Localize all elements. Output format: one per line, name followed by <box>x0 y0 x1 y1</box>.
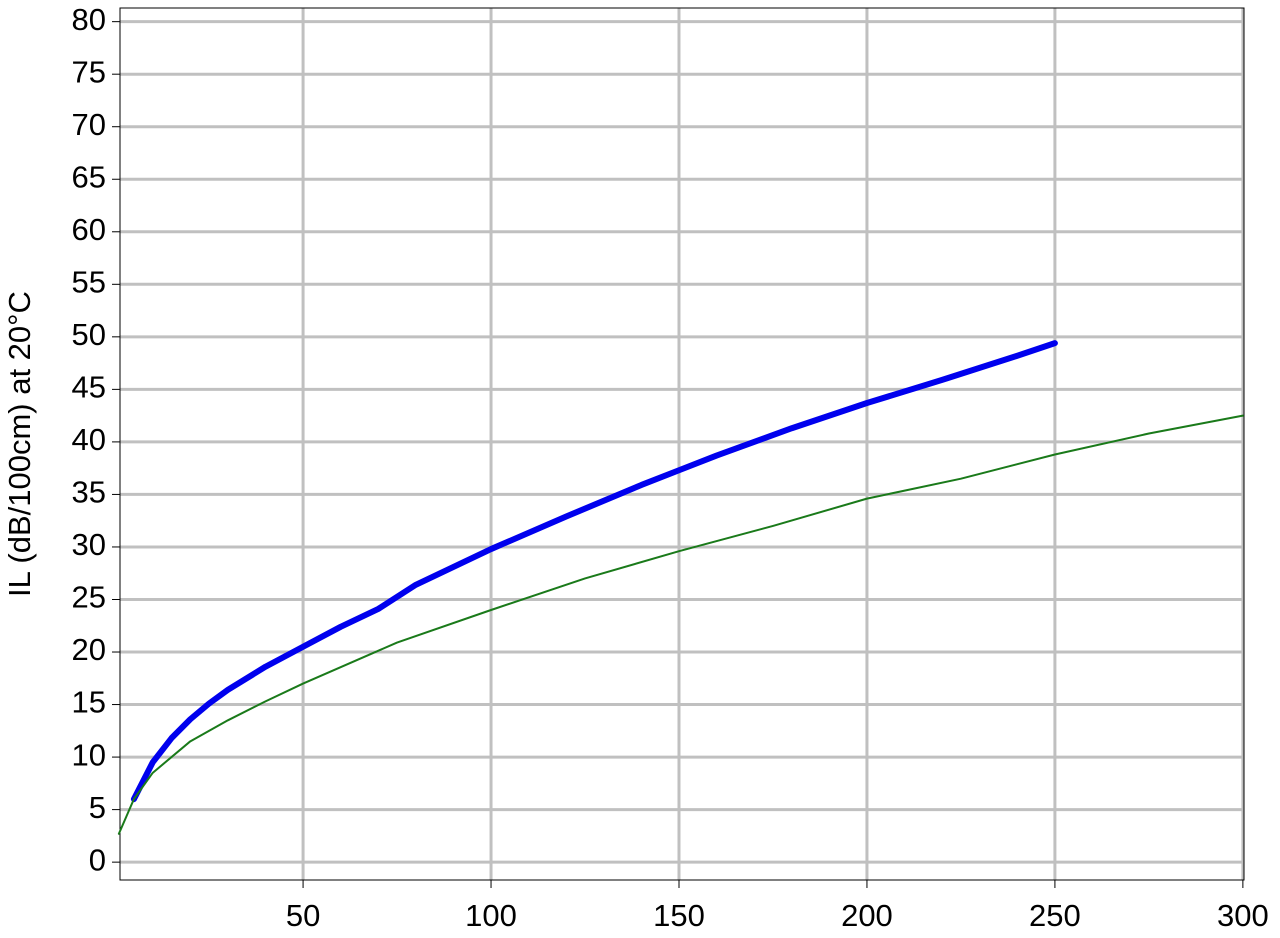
plot-frame <box>119 7 1245 881</box>
y-tick-label: 15 <box>72 685 106 720</box>
y-tick-label: 40 <box>72 422 106 457</box>
x-tick-label: 50 <box>286 898 320 933</box>
y-tick-label: 5 <box>89 790 106 825</box>
y-tick-label: 70 <box>72 107 106 142</box>
y-tick-label: 50 <box>72 317 106 352</box>
y-axis-label: IL (dB/100cm) at 20°C <box>2 291 37 597</box>
y-tick-label: 65 <box>72 159 106 194</box>
y-tick-label: 45 <box>72 370 106 405</box>
y-tick-label: 55 <box>72 264 106 299</box>
y-tick-label: 80 <box>72 2 106 37</box>
x-tick-label: 250 <box>1029 898 1081 933</box>
y-tick-label: 35 <box>72 475 106 510</box>
y-tick-label: 75 <box>72 54 106 89</box>
y-tick-label: 20 <box>72 632 106 667</box>
x-tick-label: 100 <box>465 898 517 933</box>
series-line <box>117 414 1244 835</box>
x-tick-label: 200 <box>841 898 893 933</box>
x-tick-label: 300 <box>1217 898 1269 933</box>
y-tick-label: 60 <box>72 212 106 247</box>
y-tick-label: 30 <box>72 527 106 562</box>
series-line <box>130 340 1058 803</box>
y-tick-label: 0 <box>89 842 106 877</box>
x-tick-label: 150 <box>653 898 705 933</box>
y-tick-label: 25 <box>72 580 106 615</box>
y-tick-label: 10 <box>72 737 106 772</box>
